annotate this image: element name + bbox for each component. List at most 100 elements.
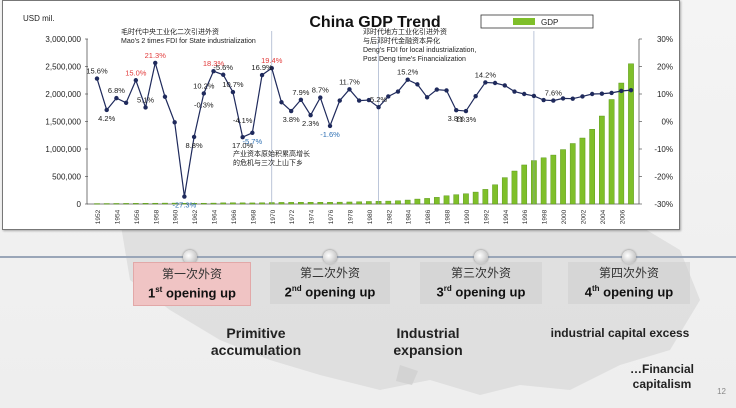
growth-data-label: 5.1% (137, 95, 154, 104)
phase-2-chinese: 第二次外资 (299, 266, 360, 280)
legend-label: GDP (541, 18, 558, 27)
gdp-bar (336, 201, 343, 205)
gdp-bar (511, 170, 518, 205)
stage-capital-excess: industrial capital excess (550, 326, 690, 340)
growth-rate-point (395, 89, 401, 94)
x-tick-label: 1962 (192, 209, 199, 224)
growth-rate-point (473, 94, 478, 99)
y-right-tick-label: 10% (657, 90, 673, 99)
x-tick-label: 1990 (464, 209, 471, 224)
gdp-bar (113, 203, 120, 205)
phase-box-1: 第一次外资 1st opening up (133, 262, 251, 306)
growth-rate-point (522, 91, 527, 97)
y-left-tick-label: 1,000,000 (45, 145, 81, 154)
growth-rate-point (599, 91, 605, 96)
growth-rate-point (318, 95, 323, 100)
growth-data-label: 6.8% (108, 86, 125, 95)
growth-rate-point (143, 105, 148, 110)
x-tick-label: 2000 (561, 209, 568, 224)
x-tick-label: 1976 (328, 209, 335, 224)
y-left-tick-label: 1,500,000 (45, 118, 81, 127)
annotation-line: 产业资本原始积累高增长 (233, 149, 310, 158)
annotation-line: Post Deng time's Financialization (363, 56, 466, 63)
y-left-tick-label: 500,000 (52, 173, 81, 182)
gdp-bar (162, 202, 168, 205)
gdp-bar (288, 202, 295, 205)
annotation-line: 邓时代地方工业化引进外资 (363, 27, 447, 36)
gdp-bar (618, 82, 625, 205)
growth-data-label: -5.6% (213, 63, 233, 72)
growth-data-label: 11.7% (339, 77, 360, 86)
china-map-silhouette (120, 205, 700, 395)
x-tick-label: 1982 (386, 209, 393, 224)
gdp-bar (249, 202, 256, 205)
growth-rate-point (609, 90, 614, 96)
growth-data-label: 3.8% (448, 114, 465, 123)
chart-annotation: 毛时代中央工业化二次引进外资 Mao's 2 times FDI for Stat… (121, 27, 256, 45)
gdp-bar (540, 157, 547, 205)
gdp-bar (317, 202, 324, 205)
growth-rate-point (308, 112, 313, 118)
gdp-trend-chart: China GDP Trend GDP USD mil. 3,000,000 2,… (23, 14, 673, 224)
growth-data-label: -27.3% (172, 201, 196, 210)
growth-rate-point (356, 98, 362, 103)
phase-4-chinese: 第四次外资 (598, 266, 659, 280)
growth-data-label: 15.0% (125, 68, 147, 77)
gdp-bar (298, 202, 304, 205)
gdp-bar (579, 137, 586, 205)
growth-rate-point (327, 123, 333, 129)
gdp-bar (327, 202, 333, 205)
gdp-bar (94, 203, 100, 205)
gdp-bar (560, 149, 566, 205)
growth-data-label: -4.1% (233, 116, 253, 125)
growth-data-label: 18.3% (203, 59, 225, 68)
gdp-bar (463, 193, 469, 205)
gdp-bar (346, 201, 353, 205)
growth-rate-point (580, 94, 585, 99)
gdp-bar (210, 202, 217, 205)
y-left-tick-label: 0 (77, 200, 82, 209)
growth-rate-point (619, 88, 624, 94)
y-right-tick-label: 20% (657, 63, 673, 72)
x-tick-label: 1968 (250, 209, 257, 224)
growth-rate-point (298, 97, 304, 102)
gdp-bar (472, 191, 479, 205)
gdp-bar (230, 202, 236, 205)
growth-rate-point (405, 77, 410, 82)
growth-rate-point (279, 100, 284, 105)
growth-rate-point (492, 80, 498, 86)
growth-data-label: 14.2% (475, 70, 497, 79)
x-tick-label: 2004 (600, 209, 607, 224)
growth-data-label: 10.7% (222, 80, 244, 89)
legend: GDP (480, 14, 594, 29)
growth-rate-point (434, 87, 440, 92)
growth-rate-point (269, 65, 274, 71)
growth-data-label: 16.9% (251, 63, 273, 72)
gdp-bar (453, 194, 460, 205)
growth-rate-point (114, 95, 119, 101)
gdp-bar (482, 189, 489, 205)
y-left-tick-label: 2,000,000 (45, 90, 81, 99)
growth-rate-point (463, 108, 469, 114)
gdp-bar (142, 203, 149, 205)
x-tick-label: 2006 (619, 209, 626, 224)
growth-data-label: 8.8% (186, 141, 203, 150)
gdp-bar (356, 201, 362, 205)
growth-rate-point (162, 94, 168, 99)
x-tick-label: 1952 (95, 209, 102, 224)
timeline-line (0, 256, 736, 258)
growth-rate-point (230, 89, 236, 95)
x-tick-label: 1958 (153, 209, 160, 224)
gdp-bar (569, 143, 576, 205)
phase-1-english: 1st opening up (147, 285, 236, 301)
growth-data-label: 8.7% (312, 86, 329, 95)
stage-industrial-expansion: Industrial expansion (393, 325, 463, 358)
growth-data-label: -1.6% (320, 130, 340, 139)
gdp-bar (608, 99, 615, 205)
growth-rate-point (483, 80, 488, 85)
gdp-bar (152, 202, 159, 205)
chart-panel: China GDP Trend GDP USD mil. 3,000,000 2,… (2, 0, 680, 230)
gdp-bar (103, 203, 110, 205)
growth-rate-point (347, 87, 352, 92)
